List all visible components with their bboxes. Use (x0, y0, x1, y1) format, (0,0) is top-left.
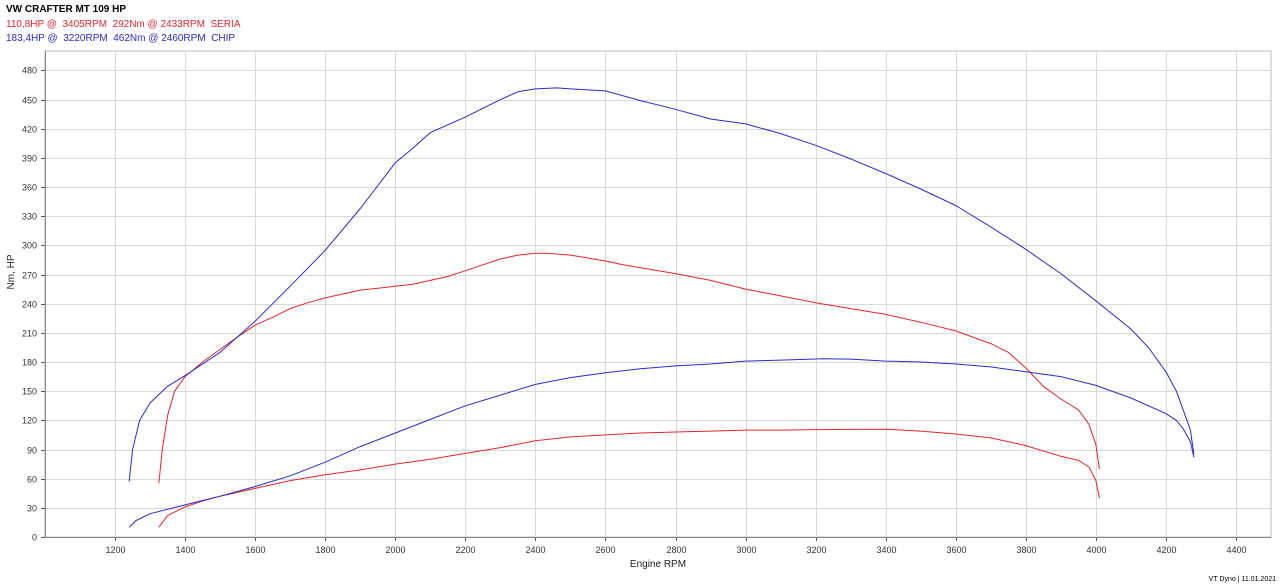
x-tick-label: 1200 (105, 545, 125, 555)
x-tick-label: 1600 (245, 545, 265, 555)
series-lines (128, 87, 1195, 528)
y-tick-label: 300 (22, 241, 37, 251)
y-tick-label: 150 (22, 387, 37, 397)
x-tick-label: 1800 (315, 545, 335, 555)
chart-title: VW CRAFTER MT 109 HP (6, 4, 127, 15)
y-tick-label: 360 (22, 183, 37, 193)
x-tick-label: 2000 (385, 545, 405, 555)
y-tick-label: 30 (27, 504, 37, 514)
y-tick-label: 120 (22, 416, 37, 426)
x-tick-label: 3800 (1016, 545, 1036, 555)
y-axis-label: Nm, HP (6, 254, 17, 289)
series-line-chip-2 (128, 87, 1195, 482)
series-line-seria-1 (158, 428, 1100, 528)
y-tick-label: 420 (22, 125, 37, 135)
y-tick-label: 330 (22, 212, 37, 222)
x-tick-label: 3200 (806, 545, 826, 555)
chart-legend: VW CRAFTER MT 109 HP 110,8HP @ 3405RPM 2… (6, 3, 240, 47)
x-tick-label: 2600 (595, 545, 615, 555)
y-tick-label: 210 (22, 329, 37, 339)
legend-entry-seria: 110,8HP @ 3405RPM 292Nm @ 2433RPM SERIA (6, 18, 241, 30)
axes: 0 30 60 90 120 150 180 210 240 270 300 330 360 390 420… (22, 51, 1271, 555)
x-tick-label: 3000 (736, 545, 756, 555)
x-tick-label: 3600 (946, 545, 966, 555)
y-tick-label: 60 (27, 475, 37, 485)
x-tick-label: 1400 (175, 545, 195, 555)
x-tick-label: 3400 (876, 545, 896, 555)
footer-stamp: VT Dyno | 11.01.2021 (1208, 576, 1276, 583)
y-tick-label: 180 (22, 358, 37, 368)
x-tick-label: 4400 (1226, 545, 1246, 555)
y-tick-label: 450 (22, 96, 37, 106)
x-tick-label: 2200 (455, 545, 475, 555)
x-tick-label: 4200 (1156, 545, 1176, 555)
x-axis-label: Engine RPM (630, 559, 686, 570)
y-tick-label: 90 (27, 446, 37, 456)
y-tick-label: 480 (22, 66, 37, 76)
series-line-seria-0 (158, 252, 1100, 484)
x-tick-label: 4000 (1086, 545, 1106, 555)
y-tick-label: 240 (22, 300, 37, 310)
y-tick-label: 0 (32, 533, 37, 543)
y-tick-label: 390 (22, 154, 37, 164)
legend-entry-chip: 183,4HP @ 3220RPM 462Nm @ 2460RPM CHIP (6, 33, 236, 44)
series-line-chip-3 (128, 358, 1195, 528)
y-tick-label: 270 (22, 271, 37, 281)
x-tick-label: 2400 (525, 545, 545, 555)
x-tick-label: 2800 (666, 545, 686, 555)
